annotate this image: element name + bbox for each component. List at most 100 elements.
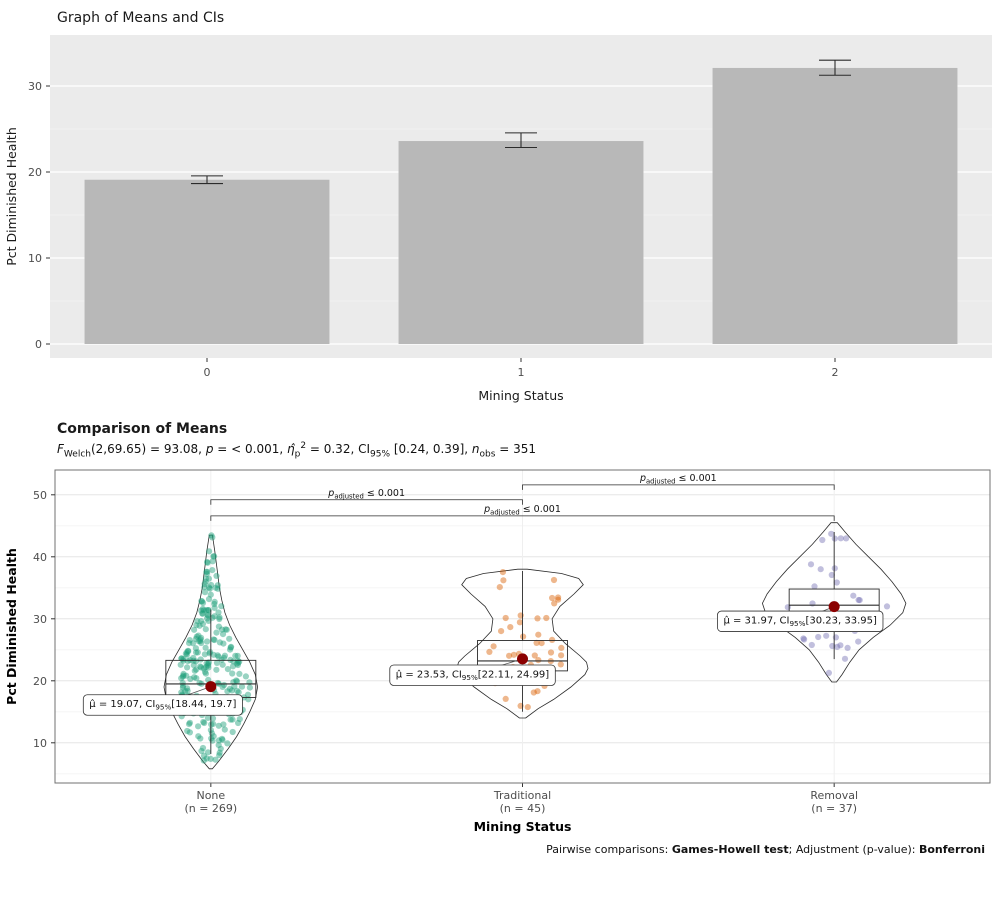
- jitter-point: [223, 627, 230, 634]
- y-tick-label: 30: [33, 613, 47, 626]
- jitter-point: [229, 729, 236, 736]
- jitter-point: [238, 683, 246, 691]
- jitter-point: [185, 648, 192, 655]
- jitter-point: [205, 618, 212, 625]
- jitter-point: [209, 737, 216, 745]
- jitter-point: [200, 607, 207, 614]
- bracket-p-label: padjusted ≤ 0.001: [639, 473, 717, 486]
- jitter-point: [811, 583, 818, 590]
- jitter-point: [213, 667, 220, 674]
- jitter-point: [844, 645, 851, 652]
- x-tick-n-label: (n = 37): [811, 802, 857, 815]
- jitter-point: [222, 626, 229, 633]
- jitter-point: [186, 637, 193, 644]
- jitter-point: [834, 644, 841, 651]
- jitter-point: [224, 688, 231, 695]
- jitter-point: [214, 652, 221, 659]
- jitter-point: [202, 645, 209, 652]
- jitter-point: [558, 652, 565, 659]
- means-ci-figure: Graph of Means and CIs 0 10 20 30 0 1 2 Mining …: [0, 10, 997, 407]
- jitter-point: [200, 757, 207, 764]
- violin-outline: [761, 522, 907, 683]
- jitter-point: [210, 721, 217, 728]
- jitter-point: [210, 733, 217, 740]
- jitter-point: [206, 649, 214, 656]
- jitter-point: [202, 579, 209, 586]
- jitter-point: [214, 582, 221, 589]
- jitter-point: [220, 655, 228, 662]
- bar: [712, 67, 958, 344]
- jitter-point: [236, 671, 243, 678]
- jitter-point: [555, 596, 562, 604]
- jitter-point: [189, 640, 197, 647]
- significance-bracket: [210, 515, 835, 522]
- mean-label-box: [82, 694, 243, 717]
- jitter-point: [204, 569, 211, 576]
- jitter-point: [218, 626, 226, 634]
- jitter-point: [558, 645, 565, 652]
- jitter-point: [205, 607, 212, 614]
- y-tick-label: 10: [28, 252, 42, 265]
- jitter-point: [234, 688, 241, 695]
- jitter-point: [216, 749, 223, 757]
- jitter-point: [215, 723, 222, 730]
- jitter-point: [831, 535, 838, 543]
- jitter-point: [198, 618, 205, 625]
- jitter-point: [555, 594, 562, 601]
- jitter-point: [201, 720, 208, 727]
- jitter-point: [206, 548, 213, 555]
- jitter-point: [219, 662, 226, 669]
- jitter-point: [211, 605, 218, 612]
- jitter-point: [203, 660, 210, 667]
- panel-border: [54, 469, 991, 784]
- jitter-point: [180, 672, 187, 680]
- jitter-point: [524, 704, 531, 711]
- y-axis-title: Pct Diminished Health: [4, 549, 19, 706]
- jitter-point: [204, 749, 212, 756]
- jitter-point: [184, 688, 191, 695]
- jitter-point: [205, 662, 212, 669]
- y-tick-label: 30: [28, 80, 42, 93]
- jitter-point: [212, 585, 219, 592]
- jitter-point: [843, 535, 850, 542]
- jitter-point: [823, 633, 830, 640]
- y-tick-label: 10: [33, 737, 47, 750]
- jitter-point: [229, 663, 237, 670]
- jitter-point: [198, 598, 205, 605]
- jitter-point: [204, 638, 211, 645]
- jitter-point: [543, 615, 550, 622]
- x-tick-label: None: [196, 789, 225, 802]
- jitter-point: [234, 653, 241, 660]
- jitter-point: [215, 623, 222, 631]
- jitter-point: [184, 658, 191, 665]
- y-axis-title: Pct Diminished Health: [4, 127, 19, 266]
- jitter-point: [186, 721, 193, 728]
- mean-label-text: μ̂ = 23.53, CI95%[22.11, 24.99]: [396, 669, 550, 683]
- jitter-point: [227, 646, 234, 654]
- comparison-of-means-figure: Comparison of Means FWelch(2,69.65) = 93…: [0, 421, 997, 856]
- jitter-point: [229, 670, 236, 677]
- jitter-point: [209, 567, 216, 574]
- jitter-point: [557, 661, 564, 668]
- jitter-point: [228, 687, 236, 694]
- jitter-point: [211, 553, 218, 560]
- jitter-point: [520, 633, 527, 641]
- x-tick-label: Removal: [810, 789, 858, 802]
- jitter-point: [205, 575, 212, 583]
- jitter-point: [195, 733, 202, 740]
- jitter-point: [833, 579, 840, 586]
- jitter-point: [219, 631, 227, 638]
- jitter-point: [186, 720, 193, 727]
- jitter-point: [210, 553, 217, 560]
- jitter-point: [186, 729, 193, 736]
- jitter-point: [496, 584, 503, 591]
- jitter-point: [179, 684, 186, 692]
- jitter-point: [533, 640, 540, 647]
- jitter-point: [856, 597, 863, 604]
- jitter-point: [230, 658, 237, 665]
- y-tick-label: 20: [28, 166, 42, 179]
- jitter-point: [200, 753, 208, 760]
- jitter-point: [218, 736, 226, 743]
- jitter-point: [212, 756, 219, 764]
- jitter-point: [837, 535, 844, 542]
